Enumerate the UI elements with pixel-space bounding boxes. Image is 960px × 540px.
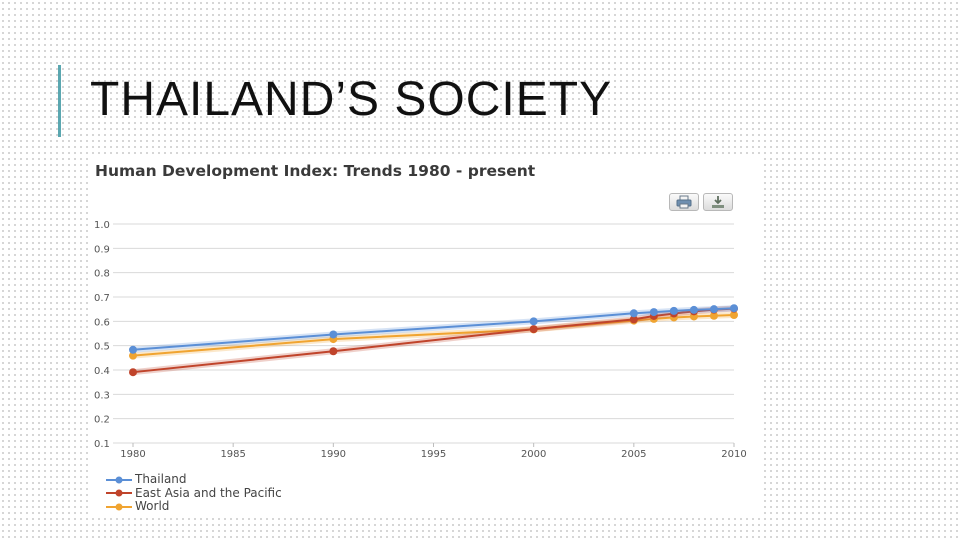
y-tick-label: 0.1 <box>94 439 110 450</box>
data-point-thailand[interactable] <box>709 305 718 314</box>
data-point-world[interactable] <box>730 311 738 320</box>
y-tick-label: 1.0 <box>94 220 110 231</box>
data-point-thailand[interactable] <box>649 308 658 317</box>
download-icon <box>712 196 724 208</box>
x-tick-label: 1985 <box>220 449 245 460</box>
y-tick-label: 0.5 <box>94 342 110 353</box>
data-point-thailand[interactable] <box>629 309 638 318</box>
y-tick-label: 0.4 <box>94 366 110 377</box>
data-point-thailand[interactable] <box>669 306 678 315</box>
data-point-thailand[interactable] <box>529 317 538 326</box>
data-point-world[interactable] <box>709 311 718 320</box>
y-tick-label: 0.2 <box>94 415 110 426</box>
legend-item-world[interactable]: World <box>106 499 282 514</box>
slide-title: THAILAND’S SOCIETY <box>90 73 613 126</box>
y-tick-label: 0.8 <box>94 269 110 280</box>
download-button[interactable] <box>703 193 733 211</box>
y-tick-label: 0.6 <box>94 317 110 328</box>
data-point-thailand[interactable] <box>129 345 137 354</box>
chart-panel: Human Development Index: Trends 1980 - p… <box>88 155 760 515</box>
legend-swatch-icon <box>106 503 132 510</box>
data-point-east-asia-and-the-pacific[interactable] <box>329 347 338 356</box>
data-point-east-asia-and-the-pacific[interactable] <box>129 368 137 377</box>
x-tick-label: 2000 <box>521 449 546 460</box>
data-point-world[interactable] <box>129 351 137 360</box>
chart-legend: Thailand East Asia and the Pacific World <box>106 472 282 514</box>
print-icon <box>676 195 692 209</box>
title-accent-bar <box>58 65 61 137</box>
legend-swatch-icon <box>106 489 132 497</box>
data-point-thailand[interactable] <box>689 305 698 314</box>
data-point-thailand[interactable] <box>730 304 738 313</box>
y-tick-label: 0.7 <box>94 293 110 304</box>
legend-label: World <box>135 499 170 513</box>
data-point-east-asia-and-the-pacific[interactable] <box>529 325 538 334</box>
legend-item-east-asia-and-the-pacific[interactable]: East Asia and the Pacific <box>106 485 282 501</box>
legend-item-thailand[interactable]: Thailand <box>106 472 282 487</box>
data-point-east-asia-and-the-pacific[interactable] <box>629 315 638 324</box>
x-tick-label: 2005 <box>621 449 646 460</box>
y-tick-label: 0.9 <box>94 244 110 255</box>
x-tick-label: 1995 <box>421 449 446 460</box>
legend-swatch-icon <box>106 476 132 483</box>
chart-title: Human Development Index: Trends 1980 - p… <box>95 162 536 180</box>
x-tick-label: 1980 <box>120 449 145 460</box>
print-button[interactable] <box>669 193 699 211</box>
x-tick-label: 2010 <box>721 449 746 460</box>
data-point-thailand[interactable] <box>329 330 338 339</box>
legend-label: Thailand <box>135 472 187 486</box>
y-tick-label: 0.3 <box>94 390 110 401</box>
legend-label: East Asia and the Pacific <box>135 485 282 500</box>
x-tick-label: 1990 <box>321 449 346 460</box>
chart-plot: 1.0 0.9 0.8 0.7 0.6 0.5 0.4 0.3 0.2 0.1 1980 1985 1… <box>94 220 747 460</box>
